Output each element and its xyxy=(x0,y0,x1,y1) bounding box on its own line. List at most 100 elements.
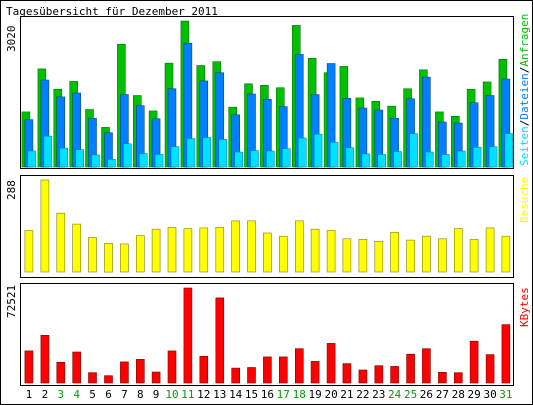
seiten-bar-day-22 xyxy=(361,153,371,168)
kbytes-bar-day-22 xyxy=(358,369,368,384)
middle-panel-legend-besuche: Besuche xyxy=(518,177,531,223)
seiten-bar-day-26 xyxy=(425,151,434,168)
seiten-bar-day-13 xyxy=(218,139,228,168)
kbytes-bar-day-25 xyxy=(406,353,415,384)
x-tick-label-day-11: 11 xyxy=(181,388,194,401)
kbytes-bar-day-19 xyxy=(310,361,320,384)
x-tick-label-day-3: 3 xyxy=(57,388,64,401)
besuche-bar-day-10 xyxy=(167,227,177,273)
seiten-bar-day-25 xyxy=(409,133,418,168)
seiten-bar-day-31 xyxy=(504,133,514,168)
kbytes-bar-day-5 xyxy=(88,372,97,384)
chart-marks xyxy=(21,20,514,384)
kbytes-bar-day-26 xyxy=(422,348,431,384)
kbytes-bar-day-16 xyxy=(263,356,272,384)
besuche-bar-day-30 xyxy=(485,227,495,273)
bottom-panel-legend-kbytes: KBytes xyxy=(518,287,531,327)
bottom-panel-legend: KBytes xyxy=(518,287,531,327)
kbytes-bar-day-8 xyxy=(136,358,145,384)
besuche-bar-day-23 xyxy=(374,241,384,273)
besuche-bar-day-19 xyxy=(310,228,320,273)
seiten-bar-day-8 xyxy=(139,153,148,168)
x-tick-label-day-7: 7 xyxy=(121,388,128,401)
besuche-bar-day-15 xyxy=(247,220,256,273)
seiten-bar-day-20 xyxy=(329,142,339,168)
kbytes-bar-day-14 xyxy=(231,367,240,384)
top-panel-ymax-label: 3020 xyxy=(5,26,18,53)
x-tick-label-day-1: 1 xyxy=(26,388,33,401)
besuche-bar-day-9 xyxy=(151,228,161,273)
besuche-bar-day-4 xyxy=(72,223,81,273)
besuche-bar-day-2 xyxy=(40,179,50,273)
kbytes-bar-day-9 xyxy=(151,371,161,384)
besuche-bar-day-21 xyxy=(342,238,352,273)
besuche-bar-day-1 xyxy=(24,230,34,273)
middle-panel-legend: Besuche xyxy=(518,177,531,223)
seiten-bar-day-11 xyxy=(186,138,196,168)
besuche-bar-day-27 xyxy=(438,238,447,273)
besuche-bar-day-31 xyxy=(501,235,511,273)
besuche-bar-day-13 xyxy=(215,227,225,273)
kbytes-bar-day-17 xyxy=(278,356,288,384)
seiten-bar-day-16 xyxy=(266,150,275,168)
x-tick-label-day-27: 27 xyxy=(436,388,449,401)
seiten-bar-day-19 xyxy=(313,133,323,168)
seiten-bar-day-3 xyxy=(59,147,69,168)
top-panel-legend-separator: / xyxy=(518,67,531,74)
besuche-bar-day-6 xyxy=(104,243,113,273)
seiten-bar-day-1 xyxy=(27,150,37,168)
x-tick-label-day-5: 5 xyxy=(89,388,96,401)
seiten-bar-day-5 xyxy=(91,154,100,168)
kbytes-bar-day-23 xyxy=(374,365,384,384)
x-tick-label-day-28: 28 xyxy=(452,388,465,401)
kbytes-bar-day-31 xyxy=(501,324,511,384)
x-axis-labels: 1 2 3 4 5 6 7 8 9 10 11 12 13 14 15 16 17 18 19 20 21 22 23 24 2… xyxy=(26,388,513,401)
besuche-bar-day-7 xyxy=(120,243,129,273)
kbytes-bar-day-4 xyxy=(72,351,81,384)
chart-title: Tagesübersicht für Dezember 2011 xyxy=(6,5,218,18)
x-tick-label-day-30: 30 xyxy=(483,388,496,401)
middle-panel-ymax-label: 288 xyxy=(5,180,18,200)
x-tick-label-day-21: 21 xyxy=(340,388,353,401)
seiten-bar-day-9 xyxy=(154,154,164,168)
seiten-bar-day-27 xyxy=(441,154,450,168)
x-tick-label-day-9: 9 xyxy=(153,388,160,401)
x-tick-label-day-14: 14 xyxy=(229,388,243,401)
kbytes-bar-day-15 xyxy=(247,367,256,384)
x-tick-label-day-29: 29 xyxy=(467,388,480,401)
kbytes-bar-day-24 xyxy=(390,366,399,384)
x-tick-label-day-8: 8 xyxy=(137,388,144,401)
seiten-bar-day-29 xyxy=(472,146,482,168)
seiten-bar-day-12 xyxy=(202,137,212,168)
kbytes-bar-day-1 xyxy=(24,350,34,384)
seiten-bar-day-30 xyxy=(488,146,498,168)
x-tick-label-day-6: 6 xyxy=(105,388,112,401)
seiten-bar-day-17 xyxy=(282,148,291,168)
x-tick-label-day-26: 26 xyxy=(420,388,433,401)
kbytes-bar-day-30 xyxy=(485,354,495,384)
kbytes-bar-day-11 xyxy=(183,287,193,384)
seiten-bar-day-23 xyxy=(377,154,387,168)
top-panel-legend-dateien: Dateien xyxy=(518,73,531,119)
kbytes-bar-day-10 xyxy=(167,350,177,384)
top-panel-legend: Seiten/Dateien/Anfragen xyxy=(518,14,531,166)
kbytes-bar-day-7 xyxy=(120,361,129,384)
top-panel-legend-separator: / xyxy=(518,120,531,127)
kbytes-bar-day-12 xyxy=(199,355,209,384)
top-panel-legend-seiten: Seiten xyxy=(518,126,531,166)
seiten-bar-day-7 xyxy=(123,143,132,168)
seiten-bar-day-21 xyxy=(345,147,355,168)
x-tick-label-day-15: 15 xyxy=(245,388,258,401)
besuche-bar-day-14 xyxy=(231,220,240,273)
kbytes-bar-day-21 xyxy=(342,363,352,384)
kbytes-bar-day-28 xyxy=(453,372,463,384)
besuche-bar-day-5 xyxy=(88,237,97,273)
kbytes-bar-day-18 xyxy=(294,348,304,384)
besuche-bar-day-8 xyxy=(136,235,145,273)
besuche-bar-day-20 xyxy=(326,230,336,273)
seiten-bar-day-2 xyxy=(43,135,53,168)
besuche-bar-day-17 xyxy=(278,235,288,273)
x-tick-label-day-2: 2 xyxy=(42,388,49,401)
besuche-bar-day-25 xyxy=(406,239,415,273)
